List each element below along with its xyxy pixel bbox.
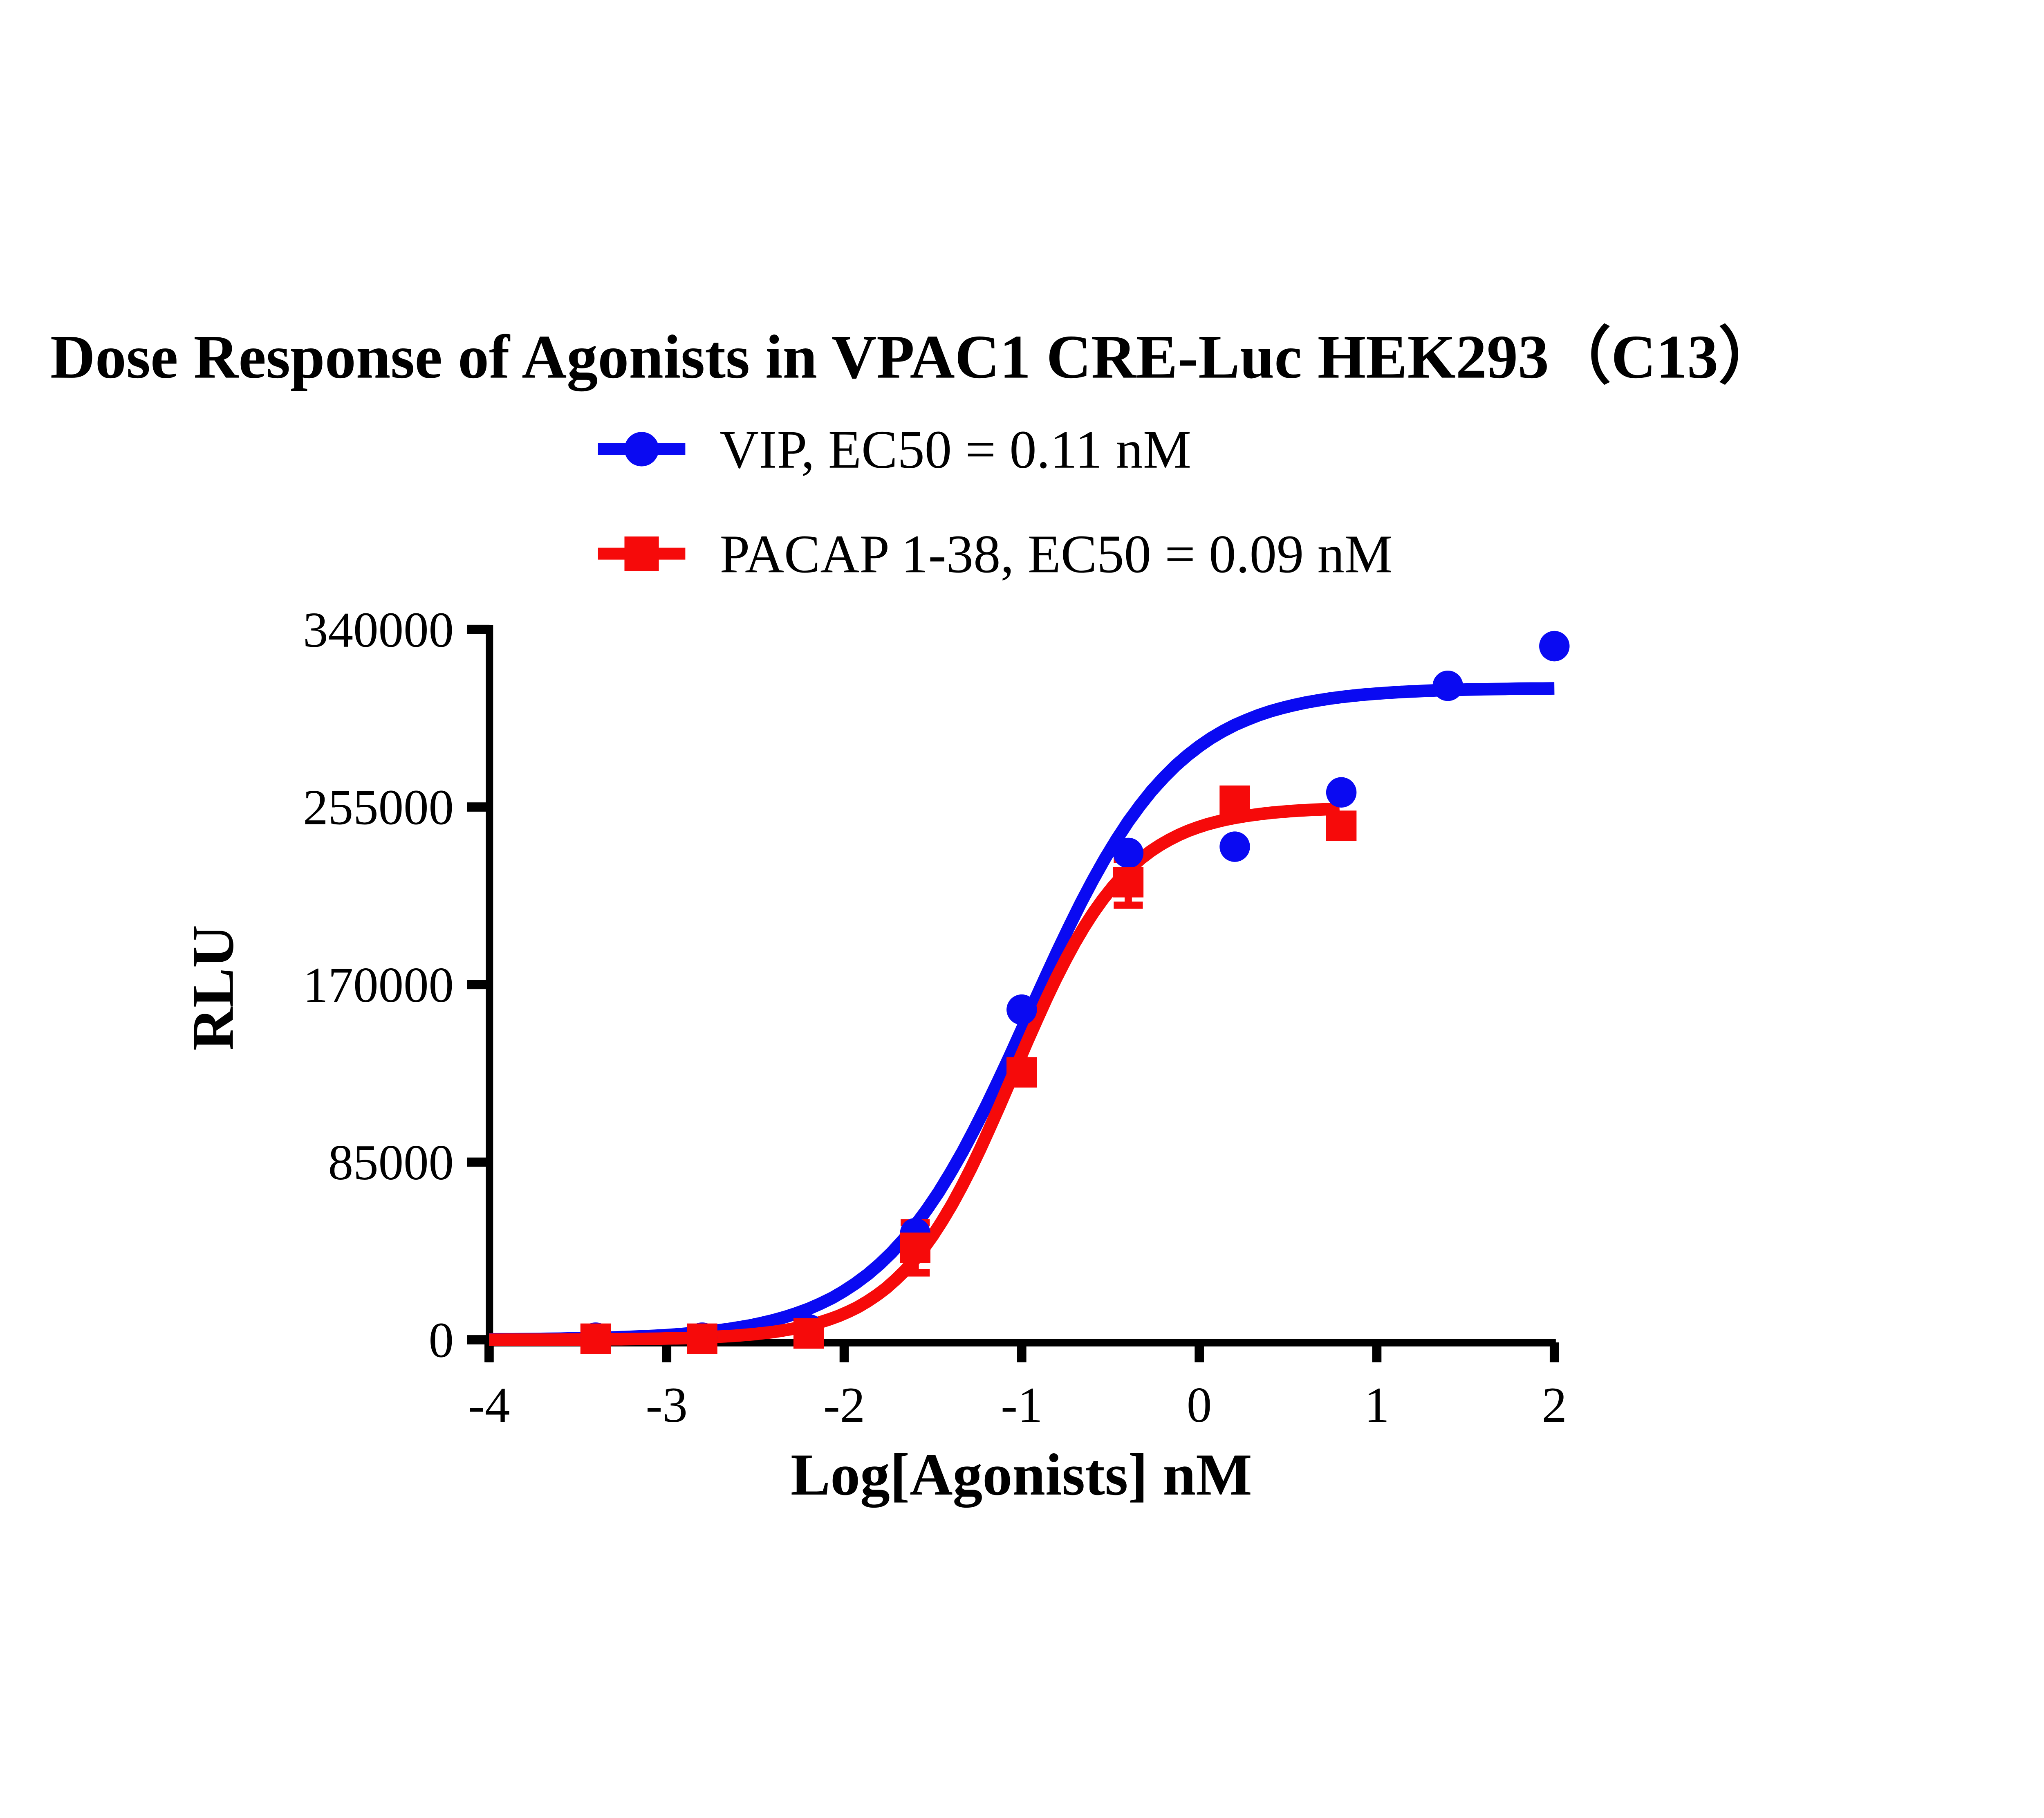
- data-point-circle: [1113, 837, 1144, 869]
- chart-title: Dose Response of Agonists in VPAC1 CRE-L…: [50, 322, 1780, 392]
- x-tick-label: -1: [1001, 1377, 1042, 1433]
- x-tick-label: 2: [1542, 1377, 1567, 1433]
- data-point-square: [900, 1232, 930, 1263]
- x-tick-label: -3: [646, 1377, 688, 1433]
- y-tick-label: 340000: [303, 602, 454, 658]
- data-point-circle: [1326, 777, 1357, 808]
- data-point-square: [1326, 810, 1357, 841]
- y-tick-label: 85000: [328, 1134, 454, 1190]
- x-axis-title: Log[Agonists] nM: [791, 1441, 1252, 1508]
- legend-item-vip: VIP, EC50 = 0.11 nM: [598, 420, 1191, 480]
- x-tick-label: 1: [1364, 1377, 1389, 1433]
- vip-legend-label: VIP, EC50 = 0.11 nM: [720, 420, 1192, 480]
- pacap-legend-label: PACAP 1-38, EC50 = 0.09 nM: [720, 524, 1393, 584]
- data-points: [580, 631, 1570, 1354]
- x-axis: -4 -3 -2 -1 0 1 2: [468, 1339, 1567, 1433]
- y-tick-label: 170000: [303, 957, 454, 1013]
- y-tick-label: 0: [429, 1312, 454, 1368]
- data-point-square: [687, 1323, 717, 1354]
- y-axis: 0 85000 170000 255000 340000: [303, 602, 493, 1368]
- legend: VIP, EC50 = 0.11 nM PACAP 1-38, EC50 = 0…: [598, 420, 1393, 584]
- y-axis-title: RLU: [180, 925, 246, 1050]
- legend-item-pacap: PACAP 1-38, EC50 = 0.09 nM: [598, 524, 1393, 584]
- data-point-circle: [1539, 631, 1570, 662]
- data-point-square: [1219, 785, 1250, 816]
- pacap-legend-square-icon: [624, 536, 659, 571]
- x-tick-label: -4: [468, 1377, 510, 1433]
- data-point-circle: [1219, 831, 1250, 862]
- data-point-circle: [1006, 994, 1037, 1025]
- x-tick-label: 0: [1187, 1377, 1212, 1433]
- data-point-square: [1113, 867, 1144, 898]
- data-point-square: [1006, 1057, 1037, 1088]
- data-point-square: [793, 1318, 824, 1349]
- data-point-square: [580, 1323, 611, 1354]
- data-point-circle: [1432, 670, 1463, 701]
- vip-legend-circle-icon: [624, 432, 659, 467]
- x-tick-label: -2: [823, 1377, 865, 1433]
- y-tick-label: 255000: [303, 779, 454, 835]
